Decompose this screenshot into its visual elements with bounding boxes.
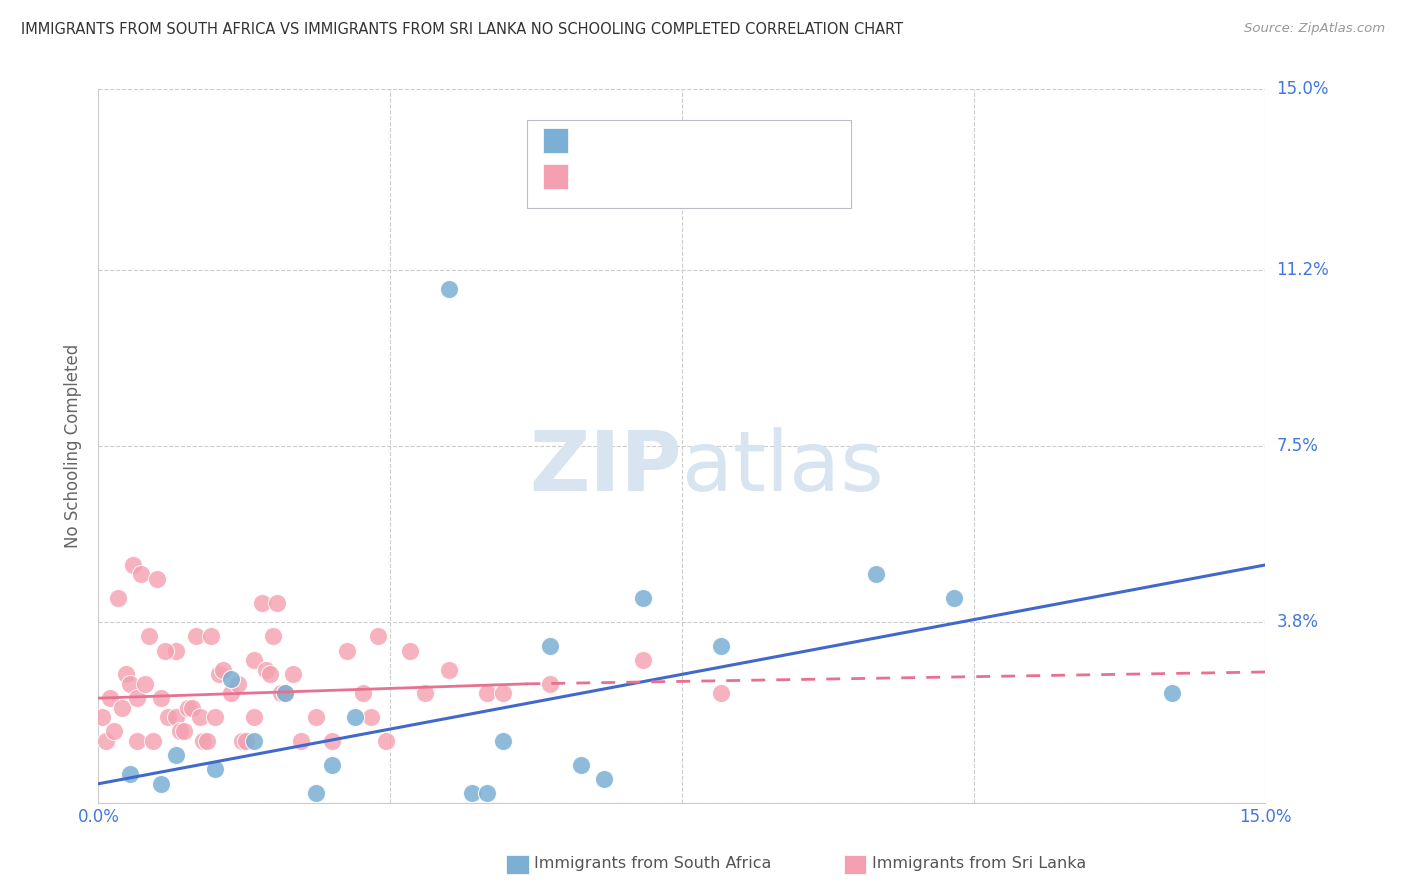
Point bbox=[492, 686, 515, 700]
Point bbox=[228, 677, 250, 691]
Point bbox=[290, 734, 312, 748]
Point bbox=[710, 686, 733, 700]
Text: IMMIGRANTS FROM SOUTH AFRICA VS IMMIGRANTS FROM SRI LANKA NO SCHOOLING COMPLETED: IMMIGRANTS FROM SOUTH AFRICA VS IMMIGRAN… bbox=[21, 22, 903, 37]
Point bbox=[193, 734, 215, 748]
Point bbox=[169, 724, 191, 739]
Point bbox=[477, 686, 499, 700]
Point bbox=[569, 757, 592, 772]
Point bbox=[153, 643, 176, 657]
Y-axis label: No Schooling Completed: No Schooling Completed bbox=[65, 344, 83, 548]
Point bbox=[138, 629, 160, 643]
Point bbox=[305, 786, 328, 800]
Point bbox=[593, 772, 616, 786]
Text: R = 0.034    N = 63: R = 0.034 N = 63 bbox=[579, 168, 741, 186]
Point bbox=[254, 663, 277, 677]
Point bbox=[243, 734, 266, 748]
Point bbox=[219, 686, 242, 700]
Point bbox=[266, 596, 288, 610]
Point bbox=[243, 710, 266, 724]
Point bbox=[360, 710, 382, 724]
Point bbox=[1161, 686, 1184, 700]
Point bbox=[96, 734, 118, 748]
Point bbox=[127, 691, 149, 706]
Point bbox=[631, 591, 654, 606]
Point bbox=[165, 643, 187, 657]
Point bbox=[270, 686, 292, 700]
Point bbox=[118, 767, 141, 781]
Point bbox=[437, 282, 460, 296]
Point bbox=[149, 691, 172, 706]
Text: Source: ZipAtlas.com: Source: ZipAtlas.com bbox=[1244, 22, 1385, 36]
Text: R = 0.347    N = 22: R = 0.347 N = 22 bbox=[579, 132, 742, 150]
Point bbox=[180, 700, 202, 714]
Point bbox=[111, 700, 134, 714]
Point bbox=[413, 686, 436, 700]
Point bbox=[142, 734, 165, 748]
Point bbox=[165, 748, 187, 763]
Point bbox=[477, 786, 499, 800]
Point bbox=[114, 667, 136, 681]
Text: 7.5%: 7.5% bbox=[1277, 437, 1319, 455]
Point bbox=[865, 567, 887, 582]
Point bbox=[208, 667, 231, 681]
Point bbox=[188, 710, 211, 724]
Point bbox=[107, 591, 129, 606]
Point bbox=[219, 672, 242, 686]
Point bbox=[367, 629, 389, 643]
Point bbox=[91, 710, 114, 724]
Point bbox=[98, 691, 121, 706]
Point bbox=[177, 700, 200, 714]
Point bbox=[204, 763, 226, 777]
Point bbox=[538, 639, 561, 653]
Point bbox=[195, 734, 218, 748]
Text: ZIP: ZIP bbox=[530, 427, 682, 508]
Point bbox=[321, 734, 343, 748]
Point bbox=[943, 591, 966, 606]
Point bbox=[235, 734, 257, 748]
Point bbox=[134, 677, 156, 691]
Point bbox=[281, 667, 304, 681]
Text: Immigrants from Sri Lanka: Immigrants from Sri Lanka bbox=[872, 856, 1085, 871]
Point bbox=[398, 643, 420, 657]
Point bbox=[157, 710, 180, 724]
Point bbox=[710, 639, 733, 653]
Point bbox=[259, 667, 281, 681]
Point bbox=[122, 558, 145, 572]
Point bbox=[118, 677, 141, 691]
Point bbox=[149, 777, 172, 791]
Point bbox=[461, 786, 484, 800]
Point bbox=[344, 710, 367, 724]
Point bbox=[352, 686, 374, 700]
Point bbox=[146, 572, 169, 586]
Point bbox=[173, 724, 195, 739]
Text: 3.8%: 3.8% bbox=[1277, 613, 1319, 631]
Point bbox=[631, 653, 654, 667]
Point bbox=[250, 596, 273, 610]
Point bbox=[375, 734, 398, 748]
Point bbox=[200, 629, 222, 643]
Point bbox=[243, 653, 266, 667]
Point bbox=[336, 643, 359, 657]
Point bbox=[274, 686, 297, 700]
Point bbox=[305, 710, 328, 724]
Text: 11.2%: 11.2% bbox=[1277, 261, 1329, 279]
Point bbox=[212, 663, 235, 677]
Text: atlas: atlas bbox=[682, 427, 883, 508]
Point bbox=[184, 629, 207, 643]
Text: 15.0%: 15.0% bbox=[1277, 80, 1329, 98]
Point bbox=[129, 567, 152, 582]
Point bbox=[492, 734, 515, 748]
Point bbox=[103, 724, 125, 739]
Point bbox=[127, 734, 149, 748]
Point bbox=[321, 757, 343, 772]
Point bbox=[231, 734, 253, 748]
Point bbox=[274, 686, 297, 700]
Point bbox=[204, 710, 226, 724]
Point bbox=[538, 677, 561, 691]
Text: Immigrants from South Africa: Immigrants from South Africa bbox=[534, 856, 772, 871]
Point bbox=[437, 663, 460, 677]
Point bbox=[262, 629, 284, 643]
Point bbox=[165, 710, 187, 724]
